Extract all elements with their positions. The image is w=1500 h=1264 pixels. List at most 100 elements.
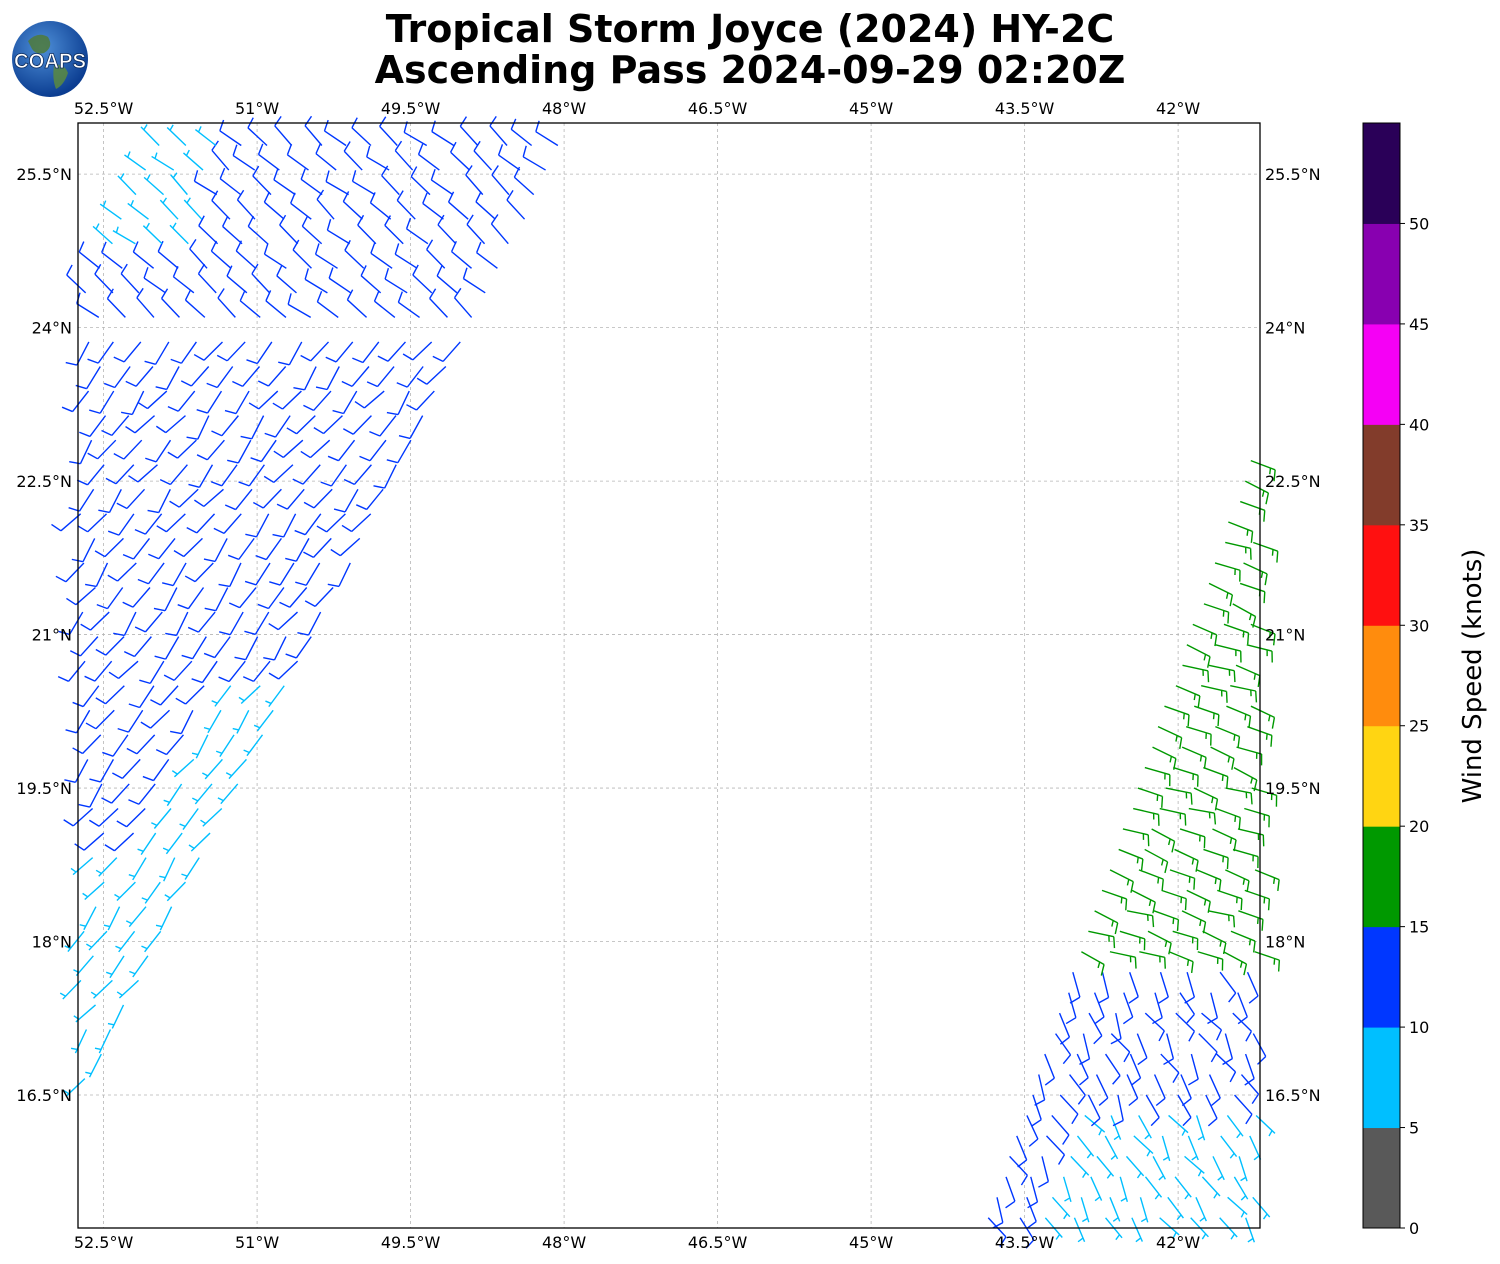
wind-barb: [200, 807, 223, 827]
wind-barb: [144, 341, 170, 365]
lat-tick-label-right: 24°N: [1265, 319, 1305, 338]
wind-barb: [1173, 766, 1199, 787]
wind-barb: [95, 636, 125, 656]
wind-barb: [1139, 1197, 1149, 1223]
wind-barb: [180, 366, 210, 387]
wind-barb: [1177, 1094, 1192, 1127]
wind-barb: [257, 143, 280, 171]
wind-barb: [1161, 889, 1187, 911]
wind-barb: [292, 239, 312, 269]
colorbar-tick-label: 5: [1409, 1119, 1419, 1138]
wind-barb: [123, 636, 152, 658]
wind-barb: [1202, 930, 1227, 955]
wind-barb: [217, 288, 236, 318]
wind-barb: [1129, 1053, 1142, 1086]
gridlines: [78, 123, 1260, 1228]
wind-barb: [1109, 951, 1137, 969]
wind-barb: [1184, 972, 1196, 1004]
wind-barb: [1212, 1156, 1225, 1181]
wind-barb: [1112, 1094, 1124, 1127]
wind-barb: [265, 290, 287, 318]
wind-barb: [224, 390, 250, 415]
wind-barb: [1101, 889, 1128, 911]
wind-barb: [1253, 541, 1279, 563]
wind-barb: [1233, 766, 1258, 792]
wind-barb: [323, 119, 347, 147]
colorbar-bin: [1363, 1027, 1400, 1129]
wind-barb: [1084, 1114, 1106, 1136]
wind-barb: [1244, 807, 1270, 828]
wind-barb: [1203, 603, 1230, 624]
wind-barb: [1122, 992, 1134, 1025]
wind-barb: [57, 660, 86, 682]
wind-barb: [290, 192, 312, 220]
wind-barb: [188, 832, 211, 852]
wind-barb: [1250, 705, 1276, 729]
wind-barb: [101, 415, 130, 437]
wind-barb: [1088, 930, 1116, 949]
wind-barb: [276, 265, 297, 294]
wind-barb: [373, 290, 396, 318]
wind-barb: [122, 587, 151, 608]
wind-barb: [1214, 562, 1241, 582]
wind-barb: [101, 783, 130, 804]
wind-barb: [192, 783, 213, 805]
wind-barb: [1076, 1135, 1095, 1159]
wind-barb: [1125, 1155, 1145, 1179]
wind-barb: [103, 906, 121, 931]
wind-barb: [304, 268, 328, 294]
wind-barb: [113, 611, 137, 637]
wind-barb: [64, 930, 85, 953]
lon-tick-label-top: 46.5°W: [688, 99, 748, 118]
wind-barb: [1110, 1115, 1122, 1141]
colorbar-bin: [1363, 123, 1400, 224]
wind-barb: [106, 288, 126, 318]
wind-barb: [257, 587, 285, 610]
wind-barb: [89, 390, 115, 414]
wind-barb: [328, 267, 352, 294]
wind-barb: [247, 215, 269, 245]
wind-barb: [1186, 889, 1211, 913]
wind-barb: [1168, 951, 1194, 974]
wind-barb: [71, 538, 96, 563]
wind-barb: [70, 1029, 88, 1054]
wind-barb: [70, 857, 94, 876]
wind-barb: [189, 238, 208, 269]
wind-barb: [1136, 1033, 1148, 1066]
wind-barb: [82, 881, 105, 901]
wind-barb: [88, 807, 119, 827]
wind-barb: [1225, 541, 1252, 560]
wind-barb: [1234, 1094, 1253, 1125]
wind-barb: [85, 562, 109, 588]
wind-barb: [491, 165, 510, 196]
wind-barb: [341, 366, 370, 387]
wind-barb: [1080, 1197, 1090, 1223]
wind-barb: [151, 808, 172, 829]
wind-barb: [1019, 1217, 1035, 1249]
wind-barb: [1232, 603, 1257, 628]
wind-barb: [163, 783, 183, 807]
wind-barb: [1194, 705, 1220, 727]
wind-barb: [316, 189, 335, 220]
colorbar-tick-label: 50: [1409, 214, 1429, 233]
wind-barb: [1109, 869, 1134, 893]
colorbar-bin: [1363, 725, 1400, 827]
wind-barb: [181, 857, 200, 880]
wind-barb: [170, 341, 197, 364]
wind-barb: [107, 1004, 125, 1029]
wind-barb: [1225, 869, 1250, 893]
wind-barb: [432, 341, 461, 363]
wind-barb: [366, 145, 390, 171]
wind-barb: [459, 116, 479, 146]
wind-barb: [117, 709, 144, 733]
wind-barb: [1051, 1196, 1071, 1220]
wind-barb: [210, 240, 232, 269]
wind-barb: [1153, 910, 1180, 932]
wind-barb: [476, 241, 498, 269]
wind-barb: [143, 174, 165, 196]
wind-barb: [315, 142, 337, 171]
wind-barb: [63, 1078, 86, 1098]
wind-barb: [141, 881, 161, 904]
wind-barb: [1236, 746, 1263, 766]
wind-barb: [102, 734, 129, 757]
